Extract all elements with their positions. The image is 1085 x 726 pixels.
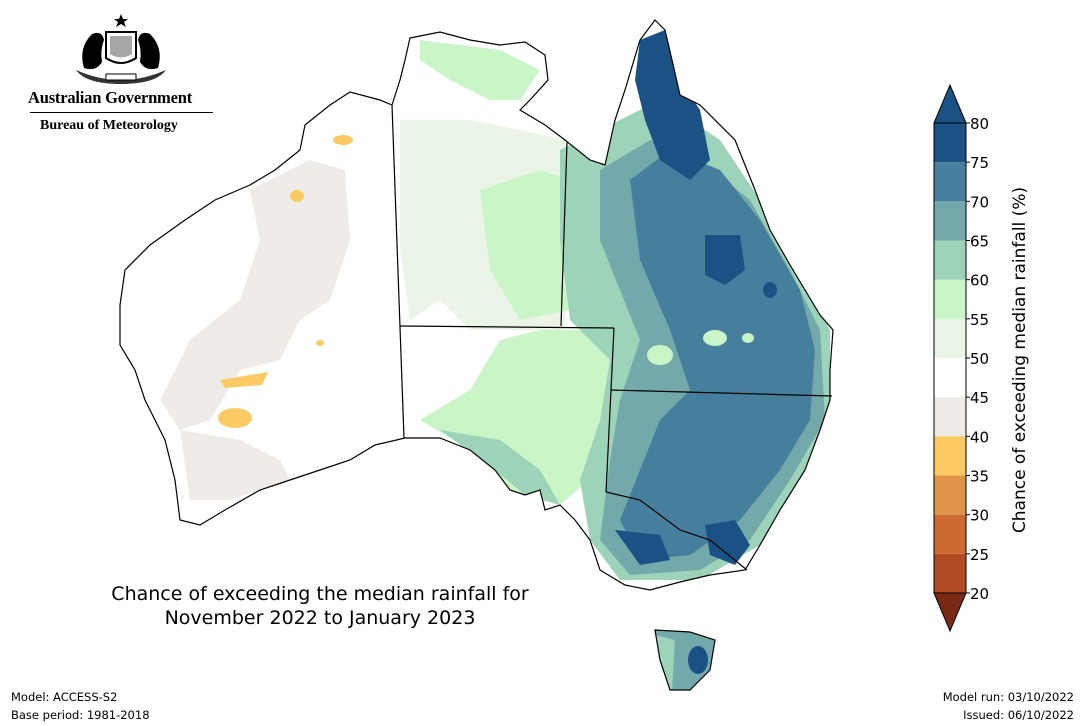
colorbar-band: [934, 436, 966, 476]
colorbar-band: [934, 475, 966, 515]
model-label: Model: ACCESS-S2: [11, 690, 118, 704]
colorbar-tick-label: 65: [970, 233, 989, 251]
colorbar-tick-label: 75: [970, 154, 989, 172]
colorbar-tick-label: 60: [970, 272, 989, 290]
colorbar-band: [934, 514, 966, 554]
base-period-label: Base period: 1981-2018: [11, 708, 150, 722]
colorbar-band: [934, 553, 966, 593]
rainfall-probability-map: [119, 19, 834, 691]
issued-label: Issued: 06/10/2022: [963, 708, 1074, 722]
map-title: Chance of exceeding the median rainfall …: [60, 582, 580, 630]
colorbar-band: [934, 318, 966, 358]
colorbar-band: [934, 279, 966, 319]
colorbar-tick-label: 40: [970, 428, 989, 446]
colorbar-tick-label: 80: [970, 115, 989, 133]
colorbar-tick-label: 45: [970, 389, 989, 407]
colorbar-band: [934, 162, 966, 202]
bureau-name: Bureau of Meteorology: [40, 118, 178, 133]
government-name: Australian Government: [28, 88, 192, 107]
colorbar-tick-label: 70: [970, 193, 989, 211]
map-title-line-2: November 2022 to January 2023: [164, 607, 476, 629]
colorbar-title: Chance of exceeding median rainfall (%): [1010, 186, 1030, 534]
footer-left: Model: ACCESS-S2 Base period: 1981-2018: [11, 688, 150, 724]
map-title-line-1: Chance of exceeding the median rainfall …: [111, 583, 529, 605]
colorbar-upper-extend: [933, 83, 967, 124]
colorbar-legend: 80 75 70 65 60 55 50 45 40 35 30 25 20: [933, 83, 989, 633]
colorbar-tick-label: 20: [970, 585, 989, 603]
colorbar-band: [934, 397, 966, 437]
colorbar-band: [934, 201, 966, 241]
coat-of-arms-logo: [76, 14, 166, 84]
footer-right: Model run: 03/10/2022 Issued: 06/10/2022: [943, 688, 1074, 724]
header-divider: [30, 112, 213, 113]
colorbar-band: [934, 240, 966, 280]
model-run-label: Model run: 03/10/2022: [942, 690, 1074, 704]
colorbar-tick-label: 25: [970, 546, 989, 564]
colorbar-tick-label: 55: [970, 311, 989, 329]
colorbar-tick-label: 35: [970, 468, 989, 486]
colorbar-tick-label: 30: [970, 507, 989, 525]
colorbar-tick-label: 50: [970, 350, 989, 368]
colorbar-band: [934, 358, 966, 398]
colorbar-band: [934, 123, 966, 163]
colorbar-lower-extend: [933, 592, 967, 633]
